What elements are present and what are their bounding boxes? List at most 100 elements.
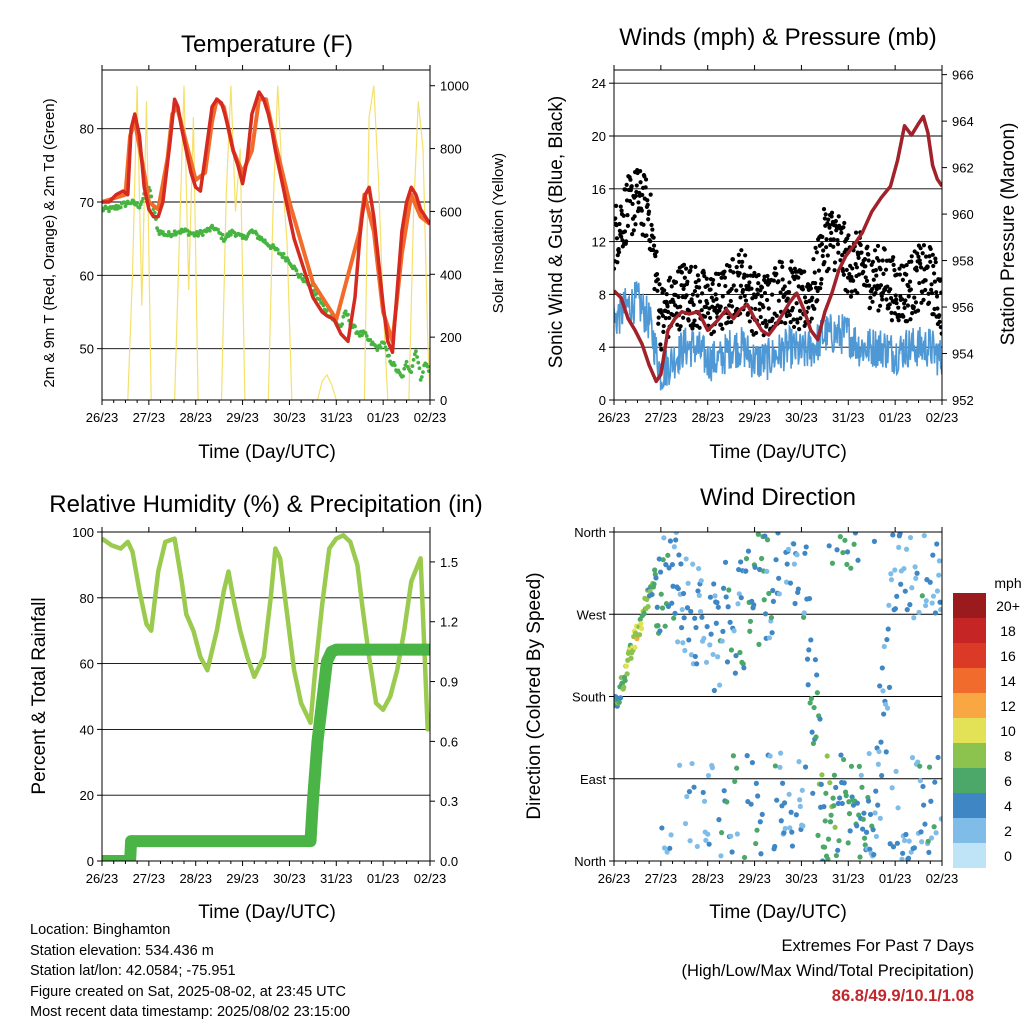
wind-direction-point (920, 783, 926, 790)
gust-point (821, 207, 827, 212)
extremes-subtitle: (High/Low/Max Wind/Total Precipitation) (681, 962, 974, 980)
gust-point (926, 291, 931, 296)
wind-direction-point (675, 639, 681, 645)
wind-direction-point (843, 793, 849, 799)
dewpoint-point (416, 360, 421, 365)
gust-point (722, 275, 728, 280)
gust-point (896, 305, 901, 310)
gust-point (900, 277, 905, 282)
gust-point (684, 293, 689, 298)
wind-direction-point (724, 659, 731, 665)
wind-direction-point (926, 849, 932, 856)
gust-point (697, 285, 702, 290)
gust-point (665, 309, 671, 314)
wind-direction-point (848, 565, 854, 571)
humidity-xlabel: Time (Day/UTC) (198, 902, 336, 923)
gust-point (614, 203, 619, 208)
wind-direction-point (875, 802, 881, 808)
wind-direction-point (889, 785, 895, 791)
dewpoint-point (363, 331, 368, 335)
temperature-xlabel: Time (Day/UTC) (198, 442, 336, 463)
dewpoint-point (232, 230, 237, 235)
gust-point (785, 296, 790, 301)
wind-direction-point (880, 688, 886, 694)
wind-direction-point (691, 784, 697, 790)
gust-point (912, 295, 917, 300)
gust-point (747, 319, 752, 324)
gust-point (884, 297, 889, 302)
gust-point (720, 294, 725, 299)
wind-direction-point (678, 625, 685, 631)
gust-point (913, 300, 919, 305)
x-tick-label: 02/23 (926, 410, 959, 425)
gust-point (910, 311, 915, 316)
wind-direction-point (914, 570, 920, 576)
gust-point (827, 225, 832, 230)
gust-point (897, 272, 903, 277)
wind-direction-point (749, 759, 756, 766)
wind-direction-point (624, 671, 630, 677)
gust-point (888, 287, 893, 292)
wind-direction-point (751, 602, 757, 608)
gust-point (802, 269, 807, 274)
wind-direction-point (733, 653, 739, 659)
gust-point (620, 238, 625, 243)
wind-direction-point (732, 670, 738, 676)
gust-point (821, 248, 826, 253)
gust-point (711, 277, 716, 283)
wind-direction-point (831, 803, 837, 809)
wind-direction-point (923, 602, 929, 609)
gust-point (839, 230, 844, 235)
speed-legend: mph 20+ 18 16 14 12 10 8 6 4 2 0 (953, 575, 1022, 868)
wind-direction-point (651, 581, 657, 587)
gust-point (905, 303, 911, 308)
wind-direction-point (744, 752, 750, 759)
wind-direction-point (894, 593, 900, 599)
x-tick-label: 01/23 (367, 410, 400, 425)
x-tick-label: 02/23 (414, 871, 447, 886)
gust-point (915, 251, 920, 256)
wind-direction-point (696, 592, 702, 598)
y-tick-label: 60 (80, 657, 94, 672)
wind-direction-point (659, 825, 665, 831)
y2-tick-label: 962 (952, 161, 974, 176)
y2-tick-label: 400 (440, 267, 462, 282)
gust-point (882, 247, 887, 252)
relative-humidity-line (102, 533, 430, 732)
gust-point (871, 277, 876, 282)
gust-point (846, 233, 851, 238)
wind-direction-point (850, 802, 857, 808)
wind-direction-point (804, 656, 811, 662)
dewpoint-point (131, 199, 136, 204)
gust-point (701, 270, 706, 275)
wind-direction-point (718, 830, 725, 836)
gust-point (783, 321, 788, 326)
wind-direction-point (628, 655, 634, 661)
wind-direction-point (704, 623, 710, 630)
speed-legend-label: 8 (1004, 748, 1012, 764)
wind-direction-point (680, 640, 686, 646)
wind-direction-point (927, 579, 933, 585)
dewpoint-point (425, 364, 430, 369)
wind-direction-point (682, 820, 689, 827)
gust-point (692, 318, 697, 323)
gust-point (865, 244, 870, 249)
wind-direction-point (834, 547, 840, 553)
gust-point (856, 255, 861, 261)
gust-point (791, 324, 797, 330)
wind-direction-point (762, 533, 768, 539)
gust-point (899, 297, 905, 302)
wind-direction-point (753, 840, 759, 847)
gust-point (923, 254, 929, 259)
wind-direction-point (795, 586, 801, 592)
gust-point (693, 264, 698, 269)
gust-point (849, 289, 854, 294)
gust-point (708, 287, 713, 292)
gust-point (853, 230, 859, 235)
gust-point (864, 283, 869, 288)
wind-direction-point (822, 818, 828, 824)
speed-legend-title: mph (994, 575, 1021, 591)
gust-point (671, 299, 676, 305)
gust-point (802, 323, 807, 328)
gust-point (788, 320, 793, 325)
